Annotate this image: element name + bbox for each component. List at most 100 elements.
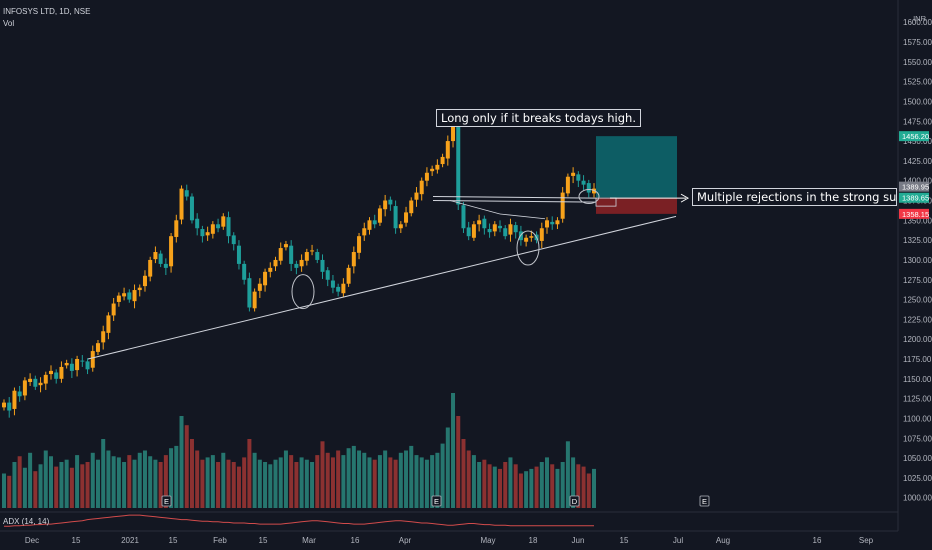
- time-axis[interactable]: Dec 15 2021 15 Feb 15 Mar 16 Apr May 18 Jun 15 Jul Aug…: [25, 536, 874, 545]
- volume-bar: [257, 459, 262, 508]
- candle-body: [179, 188, 184, 220]
- volume-bar: [200, 459, 205, 508]
- volume-bar: [539, 462, 544, 508]
- volume-bar: [12, 462, 17, 508]
- candle-body: [377, 208, 382, 223]
- candle-body: [33, 378, 38, 387]
- volume-bar: [299, 457, 304, 508]
- volume-bar: [148, 456, 153, 508]
- price-tick-label: 1000.00: [903, 494, 932, 503]
- volume-bar: [137, 452, 142, 508]
- candle-body: [221, 216, 226, 227]
- volume-bar: [325, 452, 330, 508]
- candle-body: [106, 315, 111, 333]
- volume-bar: [242, 457, 247, 508]
- candle-body: [273, 259, 278, 267]
- candle-body: [17, 391, 22, 397]
- volume-bar: [362, 452, 367, 508]
- support-note[interactable]: Multiple rejections in the strong suppor…: [692, 188, 897, 206]
- volume-bar: [503, 462, 508, 508]
- event-marker: [161, 495, 172, 507]
- candle-body: [54, 372, 59, 379]
- volume-bar: [28, 452, 33, 508]
- volume-bar: [33, 471, 38, 508]
- price-tick-label: 1525.00: [903, 78, 932, 87]
- volume-bar: [560, 462, 565, 508]
- candle-body: [189, 196, 194, 221]
- candle-body: [320, 259, 325, 272]
- candle-body: [111, 303, 116, 316]
- volume-bar: [430, 455, 435, 508]
- price-tick-label: 1475.00: [903, 117, 932, 126]
- volume-bar: [529, 468, 534, 508]
- price-tick-label: 1175.00: [903, 355, 932, 364]
- time-tick-label: 2021: [121, 536, 139, 545]
- price-tick-label: 1400.00: [903, 177, 932, 186]
- currency-label: INR: [913, 14, 926, 23]
- volume-bar: [236, 466, 241, 508]
- price-badge: [899, 208, 929, 219]
- candle-body: [513, 225, 518, 233]
- candle-body: [2, 402, 6, 408]
- volume-bars: [2, 393, 596, 508]
- volume-bar: [534, 466, 539, 508]
- candle-body: [529, 236, 534, 238]
- volume-bar: [122, 462, 127, 508]
- volume-bar: [158, 462, 163, 508]
- candle-body: [471, 224, 476, 238]
- volume-bar: [545, 457, 550, 508]
- candle-body: [372, 220, 377, 225]
- volume-bar: [64, 459, 69, 508]
- breakout-note[interactable]: Long only if it breaks todays high.: [436, 109, 642, 127]
- volume-bar: [216, 462, 221, 508]
- candle-body: [351, 252, 356, 267]
- candle-body: [247, 278, 252, 308]
- candle-body: [163, 263, 168, 268]
- time-tick-label: 18: [529, 536, 538, 545]
- candle-body: [127, 292, 132, 300]
- volume-bar: [377, 455, 382, 508]
- price-badge: [899, 181, 929, 192]
- price-tick-label: 1275.00: [903, 276, 932, 285]
- volume-bar: [231, 462, 236, 508]
- candle-body: [132, 290, 137, 302]
- candle-body: [278, 248, 283, 261]
- volume-bar: [414, 455, 419, 508]
- volume-bar: [330, 457, 335, 508]
- volume-bar: [189, 439, 194, 508]
- price-badge: [899, 131, 929, 142]
- candle-body: [555, 220, 560, 225]
- candle-body: [195, 218, 200, 229]
- price-tick-label: 1325.00: [903, 236, 932, 245]
- volume-bar: [48, 456, 53, 508]
- volume-bar: [419, 457, 424, 508]
- volume-bar: [111, 456, 116, 508]
- resistance-line-lower: [432, 200, 597, 203]
- candle-body: [289, 245, 294, 264]
- candle-body: [560, 192, 565, 219]
- price-axis[interactable]: 1000.00 1025.00 1050.00 1075.00 1100.00 1125.…: [897, 0, 932, 531]
- volume-bar: [116, 457, 121, 508]
- candle-body: [216, 224, 221, 229]
- resistance-line: [432, 196, 597, 199]
- candle-body: [404, 212, 409, 223]
- volume-bar: [576, 464, 581, 508]
- volume-bar: [132, 459, 137, 508]
- candle-body: [48, 370, 53, 375]
- volume-bar: [315, 455, 320, 508]
- volume-bar: [221, 452, 226, 508]
- volume-bar: [184, 425, 189, 508]
- price-tick-label: 1050.00: [903, 454, 932, 463]
- volume-bar: [409, 445, 414, 508]
- time-tick-label: Jul: [673, 536, 683, 545]
- volume-bar: [393, 459, 398, 508]
- candle-body: [299, 259, 304, 267]
- candle-body: [409, 200, 414, 214]
- candle-body: [388, 199, 393, 205]
- volume-bar: [54, 466, 59, 508]
- candle-body: [43, 374, 48, 384]
- volume-bar: [367, 457, 372, 508]
- volume-bar: [205, 457, 210, 508]
